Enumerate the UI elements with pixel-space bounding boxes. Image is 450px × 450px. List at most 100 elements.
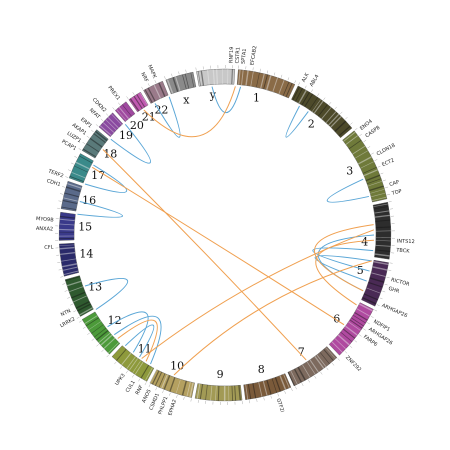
band bbox=[144, 89, 153, 103]
band bbox=[190, 72, 195, 88]
scale-tick bbox=[118, 102, 121, 106]
scale-tick bbox=[141, 86, 144, 90]
band bbox=[250, 71, 254, 87]
band bbox=[196, 383, 201, 399]
band bbox=[68, 286, 84, 293]
scale-tick bbox=[78, 148, 82, 151]
scale-tick bbox=[58, 200, 62, 202]
gene-label: CSTR1 bbox=[235, 47, 242, 64]
gene-label: ANO5 bbox=[141, 388, 153, 403]
chromosome-segment bbox=[165, 71, 197, 95]
scale-tick bbox=[154, 80, 157, 83]
gene-label: RNF19 bbox=[229, 47, 236, 64]
scale-tick bbox=[171, 73, 173, 77]
scale-tick bbox=[67, 169, 71, 172]
band bbox=[360, 161, 375, 169]
band bbox=[79, 307, 93, 316]
scale-tick bbox=[185, 69, 187, 73]
band bbox=[373, 261, 389, 266]
band bbox=[309, 359, 319, 373]
scale-tick bbox=[363, 328, 366, 331]
band bbox=[116, 109, 127, 121]
link bbox=[314, 255, 372, 282]
band bbox=[59, 228, 75, 231]
scale-tick bbox=[162, 390, 164, 394]
scale-tick bbox=[259, 68, 261, 72]
band bbox=[316, 354, 327, 368]
band bbox=[197, 71, 201, 87]
band bbox=[373, 203, 389, 208]
scale-tick bbox=[101, 349, 104, 352]
band bbox=[293, 368, 303, 383]
band bbox=[367, 181, 383, 187]
band bbox=[348, 139, 362, 150]
scale-tick bbox=[82, 326, 86, 329]
band bbox=[352, 145, 366, 155]
scale-tick bbox=[256, 398, 258, 402]
scale-tick bbox=[119, 366, 123, 369]
band bbox=[62, 266, 78, 271]
band bbox=[337, 334, 350, 346]
chromosome-label: 19 bbox=[119, 129, 133, 142]
band bbox=[59, 218, 75, 222]
chromosome-segment bbox=[328, 302, 374, 356]
band bbox=[77, 303, 92, 312]
scale-tick bbox=[148, 384, 151, 388]
chromosome-label: 3 bbox=[346, 164, 353, 177]
band bbox=[358, 303, 373, 312]
scale-tick bbox=[350, 122, 353, 125]
band bbox=[313, 100, 324, 114]
band bbox=[334, 120, 347, 132]
gene-label: MAPK bbox=[146, 64, 157, 80]
gene-label: ZNF292 bbox=[344, 355, 362, 373]
band bbox=[166, 79, 174, 94]
scale-tick bbox=[354, 128, 358, 131]
band bbox=[61, 263, 77, 268]
band bbox=[372, 266, 388, 271]
scale-tick bbox=[266, 70, 269, 74]
scale-tick bbox=[138, 378, 141, 382]
band bbox=[331, 341, 343, 353]
band bbox=[163, 375, 171, 390]
chromosome-label: 20 bbox=[130, 119, 144, 132]
band bbox=[369, 277, 385, 283]
band bbox=[153, 84, 162, 99]
band bbox=[84, 315, 98, 325]
band bbox=[63, 197, 78, 202]
scale-tick bbox=[263, 397, 265, 401]
link bbox=[211, 86, 242, 114]
chromosome-segment bbox=[342, 130, 388, 203]
scale-tick bbox=[178, 71, 180, 75]
band bbox=[330, 116, 342, 128]
band bbox=[375, 244, 391, 247]
scale-tick bbox=[294, 80, 296, 84]
band bbox=[279, 375, 287, 390]
band bbox=[75, 301, 90, 309]
band bbox=[362, 166, 377, 174]
scale-tick bbox=[176, 394, 178, 398]
band bbox=[210, 385, 213, 401]
scale-tick bbox=[331, 362, 335, 366]
chromosome-segment bbox=[194, 383, 243, 402]
scale-tick bbox=[65, 176, 69, 178]
band bbox=[129, 98, 140, 112]
band bbox=[89, 137, 103, 148]
band bbox=[169, 377, 176, 392]
chromosome-label: 5 bbox=[357, 264, 364, 277]
chromosome-segment bbox=[287, 346, 338, 387]
chromosome-label: 10 bbox=[170, 360, 184, 373]
band bbox=[256, 72, 260, 88]
scale-tick bbox=[388, 201, 392, 203]
band bbox=[231, 69, 233, 85]
link bbox=[312, 247, 374, 272]
band bbox=[301, 91, 310, 106]
band bbox=[370, 188, 385, 194]
scale-tick bbox=[164, 76, 166, 80]
band bbox=[136, 94, 146, 108]
band bbox=[61, 206, 77, 210]
band bbox=[285, 82, 293, 98]
band bbox=[88, 321, 102, 331]
band bbox=[241, 69, 244, 85]
scale-tick bbox=[295, 386, 297, 390]
scale-tick bbox=[340, 111, 343, 115]
